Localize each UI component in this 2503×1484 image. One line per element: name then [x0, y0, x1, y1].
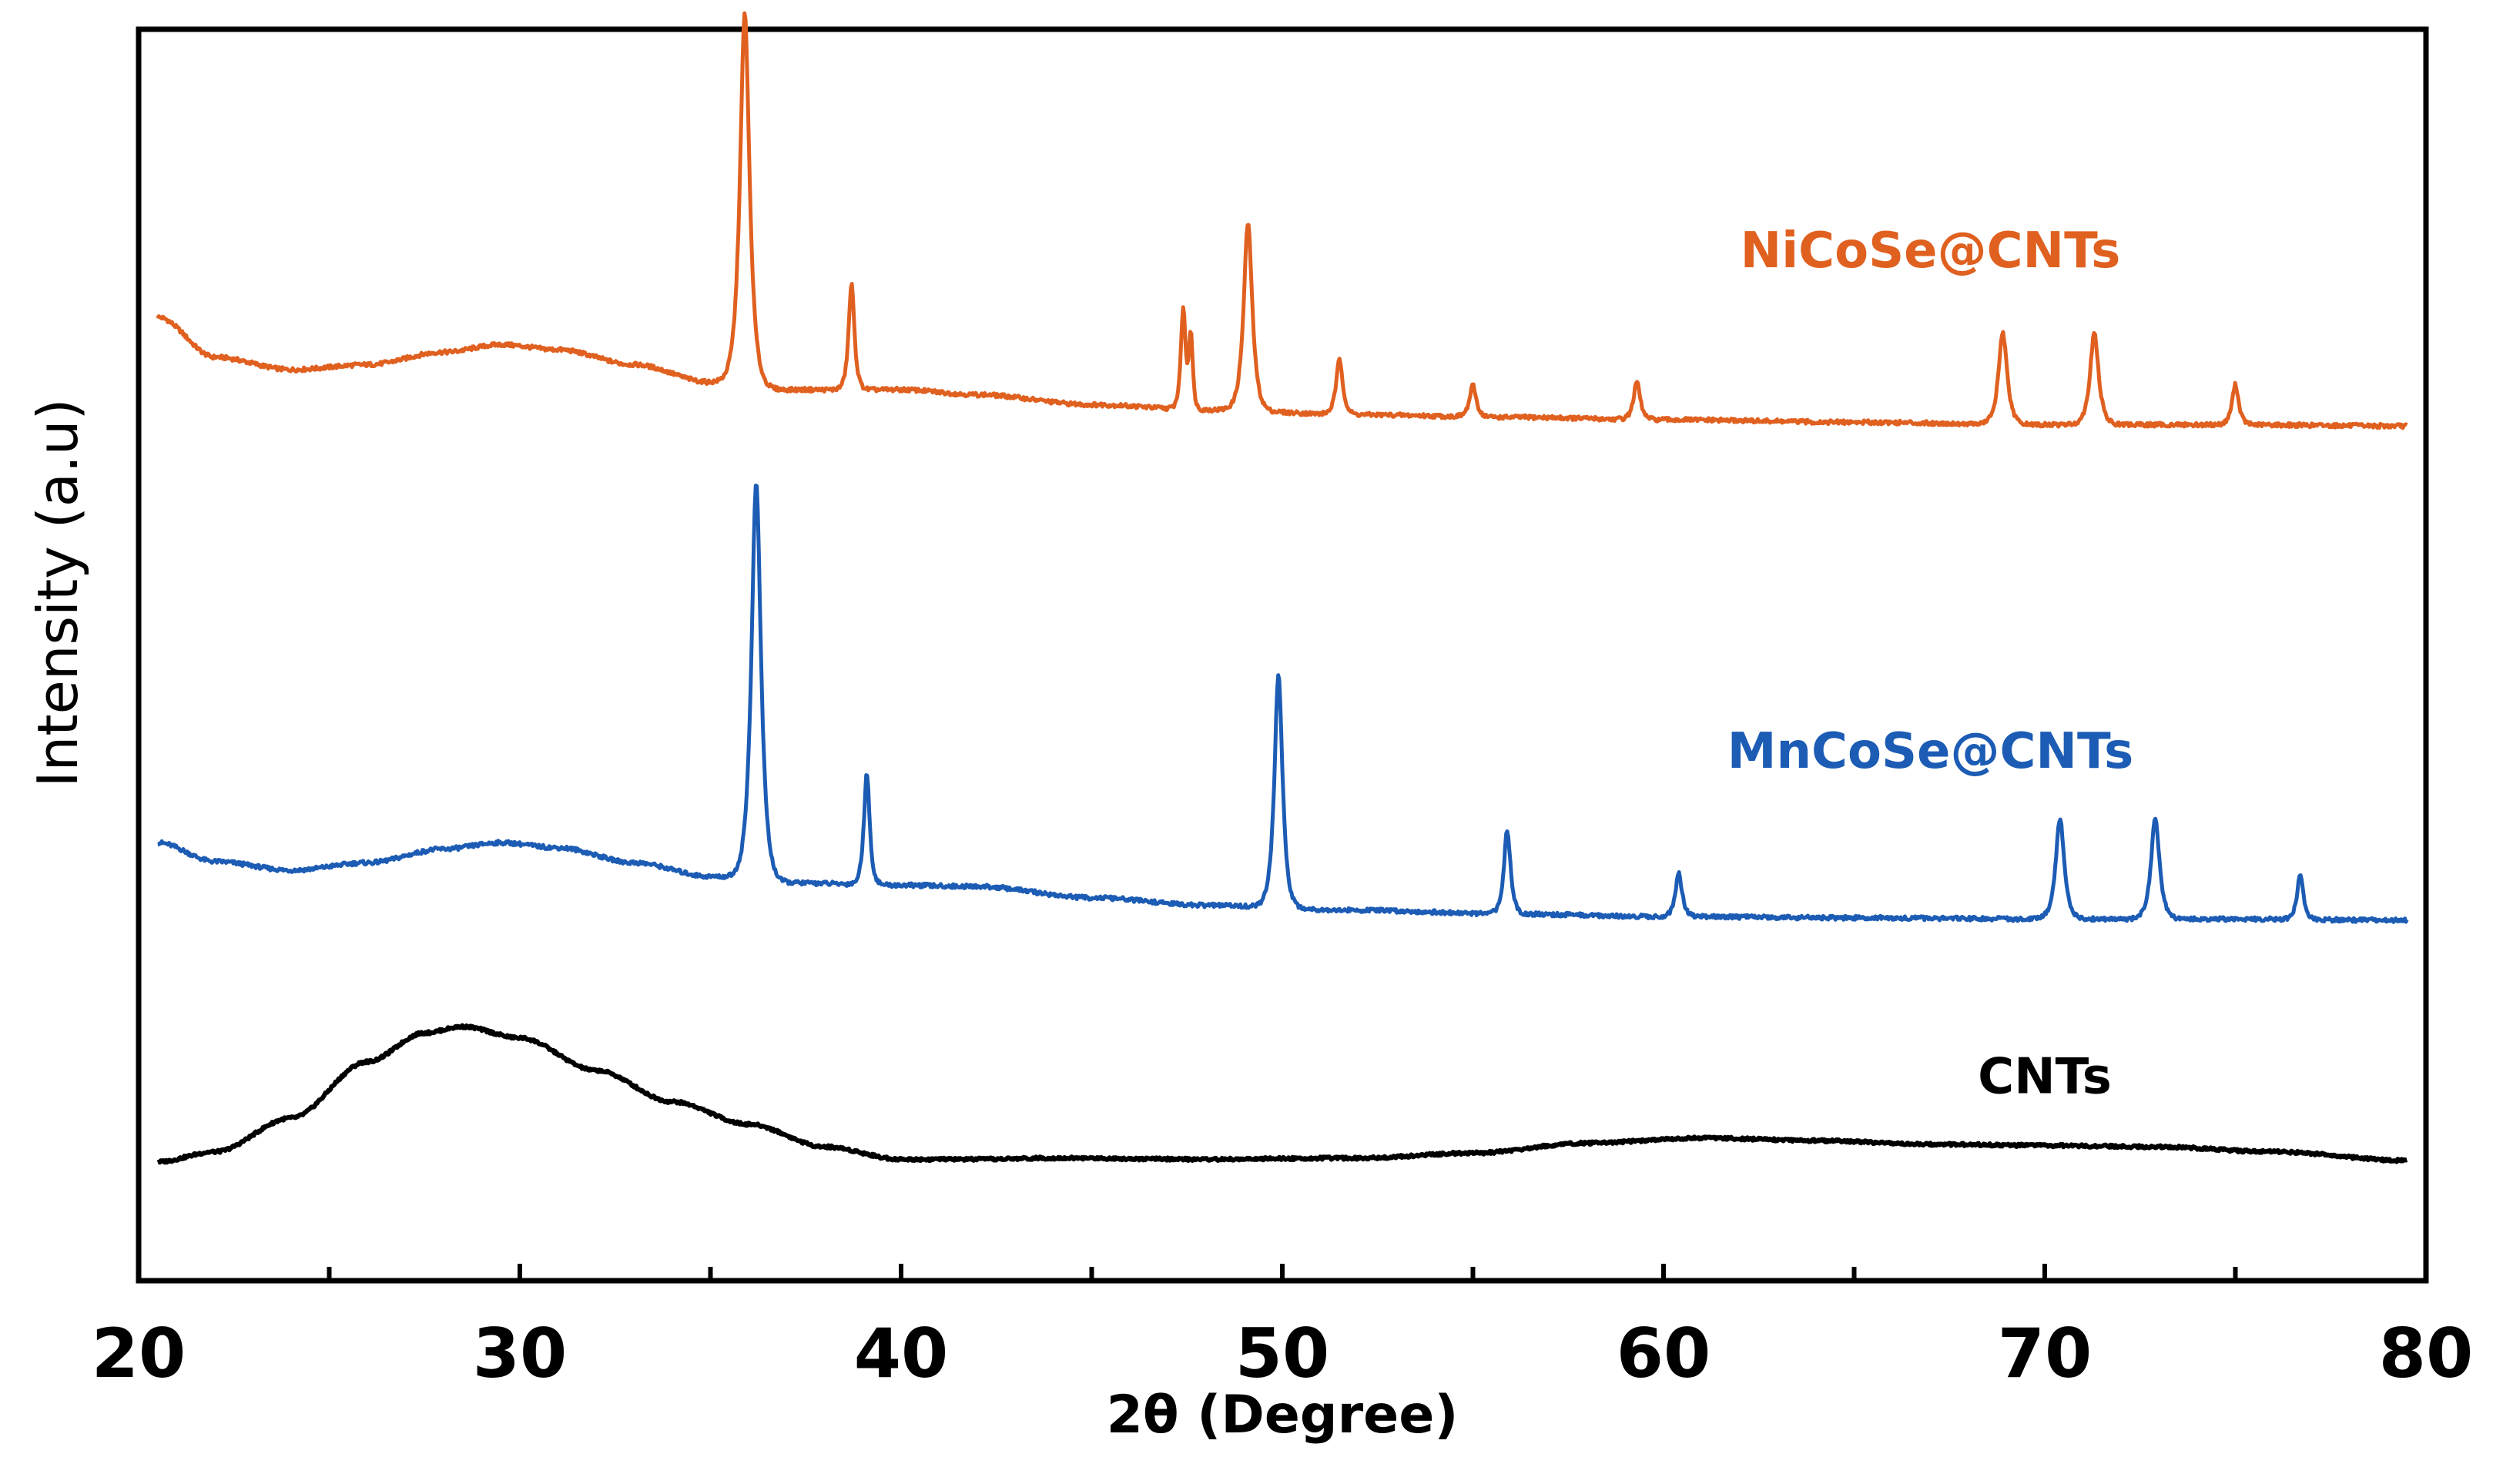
series-annotations: NiCoSe@CNTs MnCoSe@CNTs CNTs — [1727, 223, 2133, 1106]
x-tick-label: 70 — [1998, 1314, 2092, 1393]
x-tick-label: 30 — [473, 1314, 567, 1393]
series-annotation: CNTs — [1978, 1048, 2112, 1105]
x-ticks — [327, 1264, 2238, 1281]
series-annotation: MnCoSe@CNTs — [1727, 723, 2133, 780]
series-line-cnts — [156, 1023, 2408, 1165]
series-line-nicose-cnts — [156, 11, 2408, 430]
series-line-mncose-cnts — [156, 484, 2409, 924]
y-axis-label: Intensity (a.u) — [25, 398, 90, 787]
x-tick-label: 20 — [92, 1314, 186, 1393]
x-tick-label: 80 — [2379, 1314, 2473, 1393]
series-annotation: NiCoSe@CNTs — [1741, 223, 2121, 280]
x-tick-label: 60 — [1617, 1314, 1711, 1393]
x-tick-label: 40 — [854, 1314, 948, 1393]
series-lines — [156, 11, 2409, 1165]
x-tick-labels: 20 30 40 50 60 70 80 — [92, 1314, 2473, 1393]
x-tick-label: 50 — [1235, 1314, 1329, 1393]
x-axis-label: 2θ (Degree) — [1107, 1385, 1459, 1445]
